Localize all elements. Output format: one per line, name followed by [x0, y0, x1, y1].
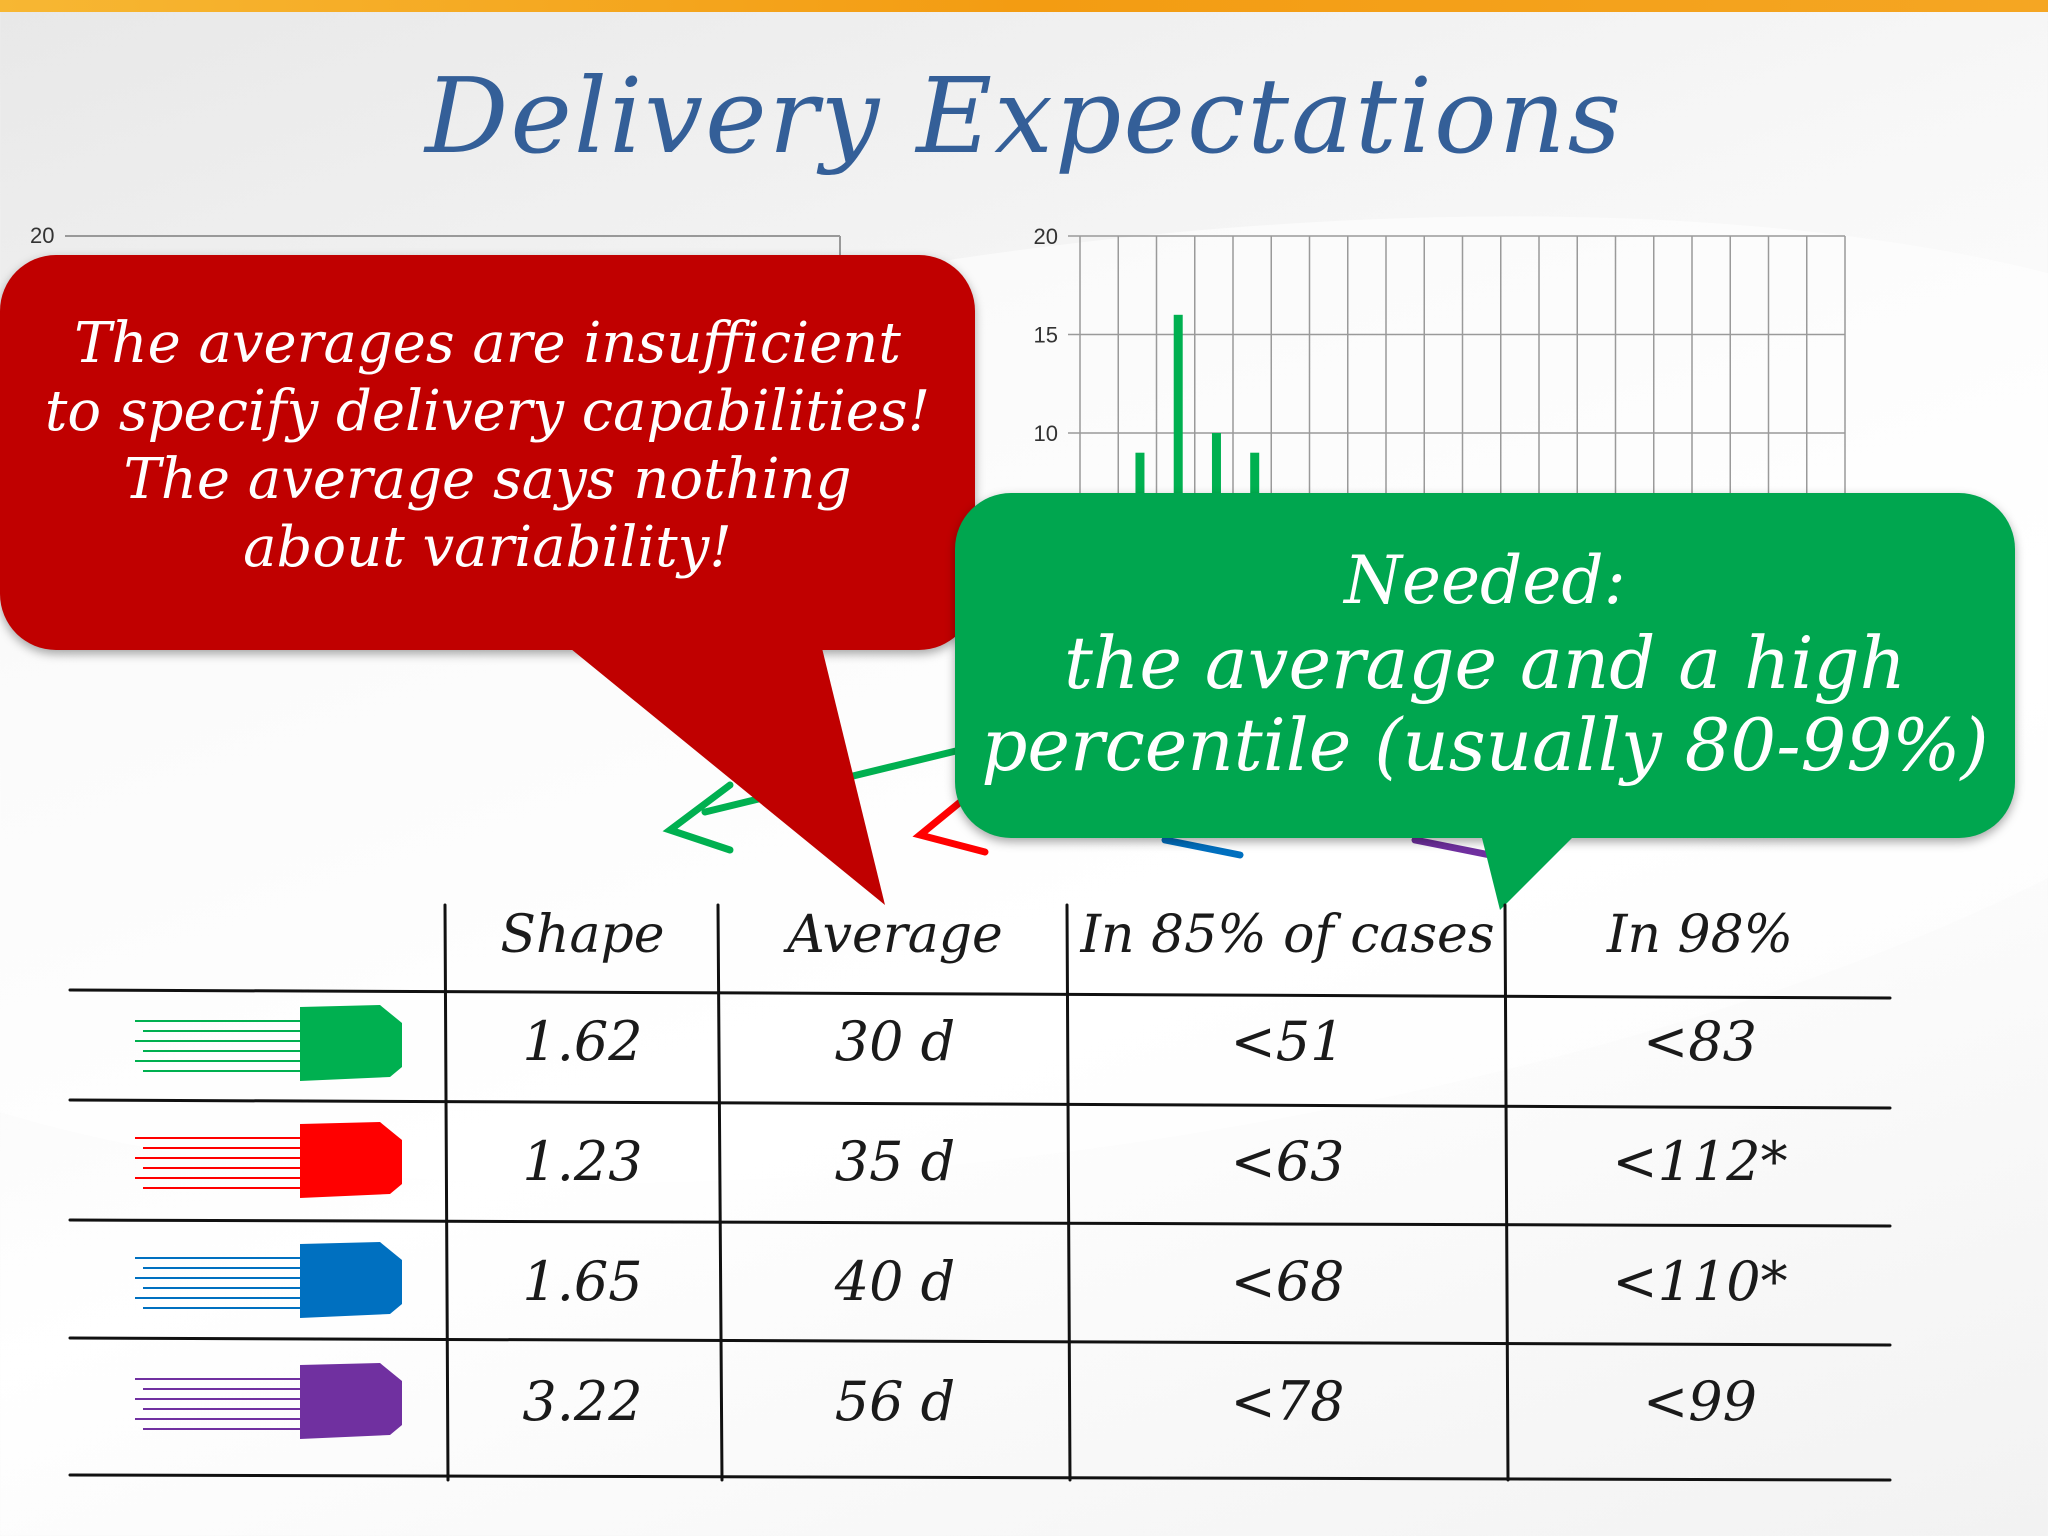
row2-average: 35 d — [834, 1130, 956, 1193]
row4-shape: 3.22 — [522, 1370, 643, 1433]
row4-p85: <78 — [1230, 1370, 1345, 1433]
green-callout-line-2: the average and a high — [1064, 621, 1906, 705]
slide-title: Delivery Expectations — [424, 55, 1624, 177]
header-average: Average — [787, 905, 1003, 965]
red-callout-line-2: to specify delivery capabilities! — [44, 379, 931, 444]
right-y-tick: 15 — [1034, 323, 1058, 348]
row2-p85: <63 — [1230, 1130, 1345, 1193]
row3-p98: <110* — [1612, 1250, 1788, 1313]
left-y-tick-20: 20 — [30, 223, 54, 248]
red-callout-line-4: about variability! — [243, 515, 732, 580]
header-p98: In 98% — [1606, 905, 1794, 965]
swatch-block — [300, 1242, 402, 1318]
row3-shape: 1.65 — [522, 1250, 643, 1313]
green-bar — [1173, 314, 1183, 630]
row4-p98: <99 — [1643, 1370, 1757, 1433]
red-callout — [0, 255, 975, 650]
header-p85: In 85% of cases — [1080, 905, 1495, 965]
row2-p98: <112* — [1612, 1130, 1788, 1193]
green-callout-line-3: percentile (usually 80-99%) — [981, 703, 1989, 787]
header-shape: Shape — [500, 905, 665, 965]
row4-average: 56 d — [834, 1370, 956, 1433]
red-callout-text: The averages are insufficient to specify… — [0, 310, 975, 582]
swatch-block — [300, 1363, 402, 1439]
row1-p98: <83 — [1643, 1010, 1757, 1073]
row3-p85: <68 — [1230, 1250, 1345, 1313]
row1-average: 30 d — [834, 1010, 956, 1073]
swatch-purple — [135, 1363, 402, 1439]
top-accent-bar — [0, 0, 2048, 12]
green-callout-line-1: Needed: — [1344, 542, 1626, 619]
right-y-tick: 10 — [1034, 421, 1058, 446]
swatch-blue — [135, 1242, 402, 1318]
right-y-tick: 20 — [1034, 224, 1058, 249]
green-callout — [955, 493, 2015, 838]
row1-shape: 1.62 — [522, 1010, 643, 1073]
row2-shape: 1.23 — [522, 1130, 643, 1193]
row1-p85: <51 — [1230, 1010, 1345, 1073]
green-callout-text: Needed: the average and a high percentil… — [955, 540, 2015, 786]
row3-average: 40 d — [834, 1250, 956, 1313]
red-callout-line-3: The average says nothing — [123, 447, 852, 512]
red-callout-line-1: The averages are insufficient — [74, 311, 901, 376]
